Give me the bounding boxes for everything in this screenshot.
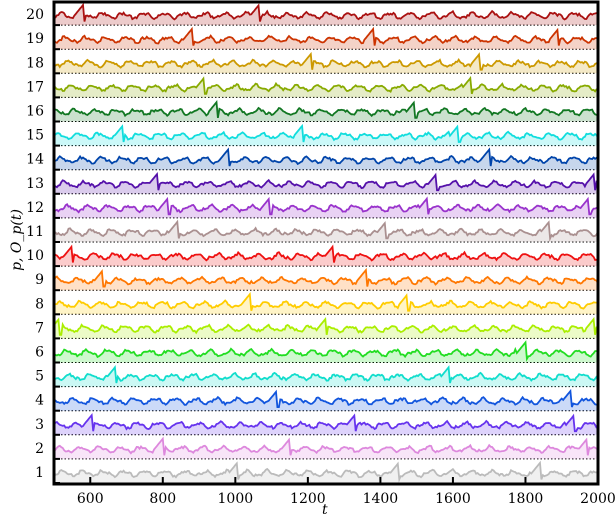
series-line: [53, 51, 599, 71]
y-tick-label: 8: [35, 296, 44, 312]
series-fill: [54, 54, 598, 74]
plot-frame: [52, 0, 600, 486]
x-tick-label: 800: [149, 491, 176, 507]
series-row-5: 5: [35, 365, 599, 388]
series-row-15: 15: [26, 123, 599, 147]
series-row-17: 17: [26, 75, 599, 99]
series-row-8: 8: [35, 291, 599, 316]
series-line: [53, 123, 599, 143]
x-tick-label: 2000: [580, 491, 616, 507]
series-row-4: 4: [35, 388, 599, 412]
y-tick-label: 6: [35, 344, 44, 360]
y-tick-label: 10: [26, 248, 44, 264]
series-row-1: 1: [35, 460, 599, 484]
x-tick-label: 1400: [363, 491, 399, 507]
series-line: [53, 291, 599, 312]
series-line: [53, 388, 599, 409]
series-line: [53, 340, 599, 362]
series-fill: [54, 174, 598, 194]
x-tick-label: 1200: [290, 491, 326, 507]
y-tick-label: 2: [35, 441, 44, 457]
series-line: [53, 316, 599, 336]
series-row-18: 18: [26, 51, 599, 75]
y-tick-label: 15: [26, 128, 44, 144]
series-fill: [54, 29, 598, 50]
x-tick-label: 1000: [218, 491, 254, 507]
series-line: [53, 219, 599, 242]
y-axis-label: p, O_p(t): [9, 209, 25, 271]
series-line: [53, 147, 599, 167]
series-fill: [54, 5, 598, 26]
series-fill: [54, 391, 598, 411]
x-tick-label: 1600: [435, 491, 471, 507]
series-fill: [54, 294, 598, 315]
series-row-10: 10: [26, 244, 599, 268]
series-line: [53, 244, 599, 263]
series-row-2: 2: [35, 436, 599, 460]
y-tick-label: 4: [35, 393, 44, 409]
series-row-9: 9: [35, 267, 599, 292]
series-row-3: 3: [35, 412, 599, 436]
series-row-13: 13: [26, 172, 599, 195]
x-tick-label: 600: [77, 491, 104, 507]
series-row-16: 16: [26, 100, 599, 123]
series-fill: [54, 198, 598, 218]
series-line: [53, 26, 599, 46]
y-tick-label: 9: [35, 272, 44, 288]
y-tick-label: 13: [26, 176, 44, 192]
series-fill: [54, 78, 598, 98]
series-fill: [54, 149, 598, 170]
series-row-14: 14: [26, 147, 599, 171]
series-line: [53, 100, 599, 119]
y-tick-label: 16: [26, 103, 44, 119]
y-tick-label: 14: [26, 152, 44, 168]
series-line: [53, 2, 599, 22]
series-fill: [54, 246, 598, 267]
y-tick-label: 1: [35, 465, 44, 481]
series-line: [53, 436, 599, 456]
y-tick-label: 3: [35, 417, 44, 433]
series-row-6: 6: [35, 340, 599, 364]
x-axis-label: t: [322, 502, 328, 518]
series-fill: [54, 221, 598, 242]
series-row-12: 12: [26, 196, 599, 219]
series-line: [53, 75, 599, 95]
series-fill: [54, 367, 598, 387]
series-line: [53, 412, 599, 433]
series-fill: [54, 342, 598, 363]
series-line: [53, 196, 599, 216]
series-line: [53, 365, 599, 384]
series-line: [53, 460, 599, 483]
series-row-11: 11: [26, 219, 599, 243]
y-tick-label: 7: [35, 320, 44, 336]
y-tick-label: 5: [35, 369, 44, 385]
series-line: [53, 267, 599, 288]
y-tick-label: 19: [26, 31, 44, 47]
series-fill: [54, 462, 598, 483]
series-fill: [54, 126, 598, 146]
y-tick-label: 20: [26, 7, 44, 23]
x-tick-label: 1800: [508, 491, 544, 507]
y-tick-label: 18: [26, 55, 44, 71]
series-row-7: 7: [35, 316, 599, 340]
y-tick-label: 17: [26, 79, 44, 95]
y-tick-label: 11: [26, 224, 44, 240]
series-row-19: 19: [26, 26, 599, 51]
y-tick-label: 12: [26, 200, 44, 216]
series-line: [53, 172, 599, 192]
y-axis-label-text: p, O_p(t): [8, 209, 25, 271]
series-row-20: 20: [26, 2, 599, 27]
